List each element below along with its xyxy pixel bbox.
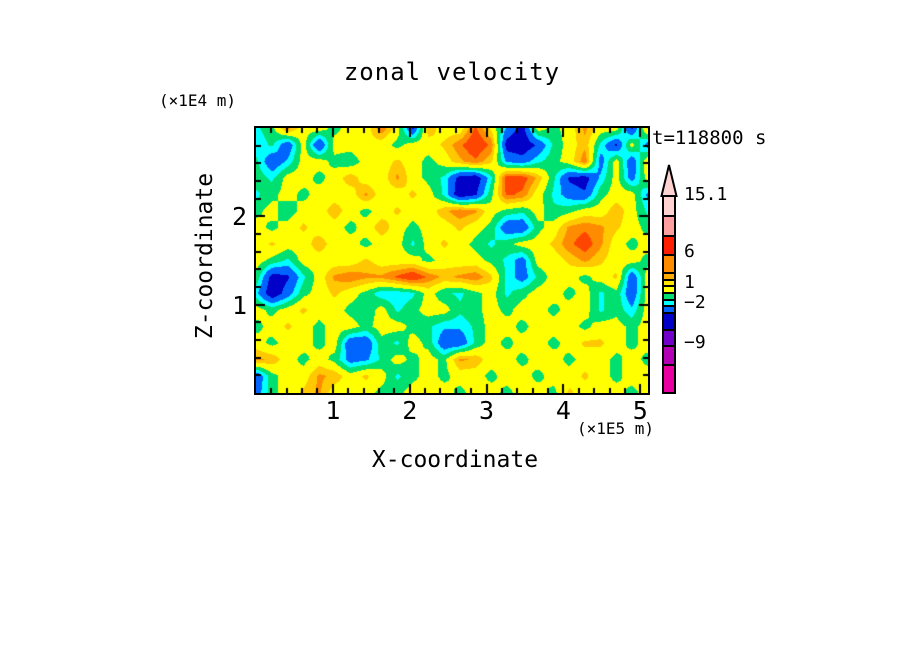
x-tick-label: 2	[402, 396, 418, 425]
colorbar-segment	[664, 345, 674, 364]
time-label: t=118800 s	[652, 127, 767, 149]
colorbar-label: 1	[684, 272, 695, 293]
colorbar-segment	[664, 279, 674, 285]
x-tick-label: 5	[632, 396, 648, 425]
colorbar	[662, 195, 676, 394]
y-tick-label: 1	[231, 290, 247, 320]
x-tick-label: 3	[479, 396, 495, 425]
y-tick-label: 2	[231, 202, 247, 232]
colorbar-segment	[664, 312, 674, 329]
colorbar-segment	[664, 215, 674, 235]
colorbar-label: −2	[684, 292, 706, 313]
y-axis-units: (×1E4 m)	[159, 91, 237, 110]
colorbar-segment	[664, 305, 674, 312]
x-axis-title: X-coordinate	[371, 447, 539, 473]
colorbar-segment	[664, 329, 674, 345]
colorbar-segment	[664, 299, 674, 305]
colorbar-label: 6	[684, 241, 695, 262]
plot-title: zonal velocity	[343, 58, 561, 86]
x-tick-label: 4	[555, 396, 571, 425]
colorbar-segment	[664, 364, 674, 392]
contour-field-canvas	[256, 128, 648, 393]
y-axis-title: Z-coordinate	[192, 172, 218, 340]
x-axis-units: (×1E5 m)	[577, 419, 655, 438]
colorbar-arrow-icon	[660, 164, 678, 197]
colorbar-segment	[664, 272, 674, 279]
plot-frame	[254, 126, 650, 395]
colorbar-segment	[664, 197, 674, 215]
colorbar-segment	[664, 285, 674, 292]
colorbar-label: −9	[684, 332, 706, 353]
colorbar-segment	[664, 254, 674, 272]
colorbar-segment	[664, 235, 674, 254]
colorbar-label: 15.1	[684, 184, 728, 205]
x-tick-label: 1	[325, 396, 341, 425]
colorbar-segment	[664, 292, 674, 299]
